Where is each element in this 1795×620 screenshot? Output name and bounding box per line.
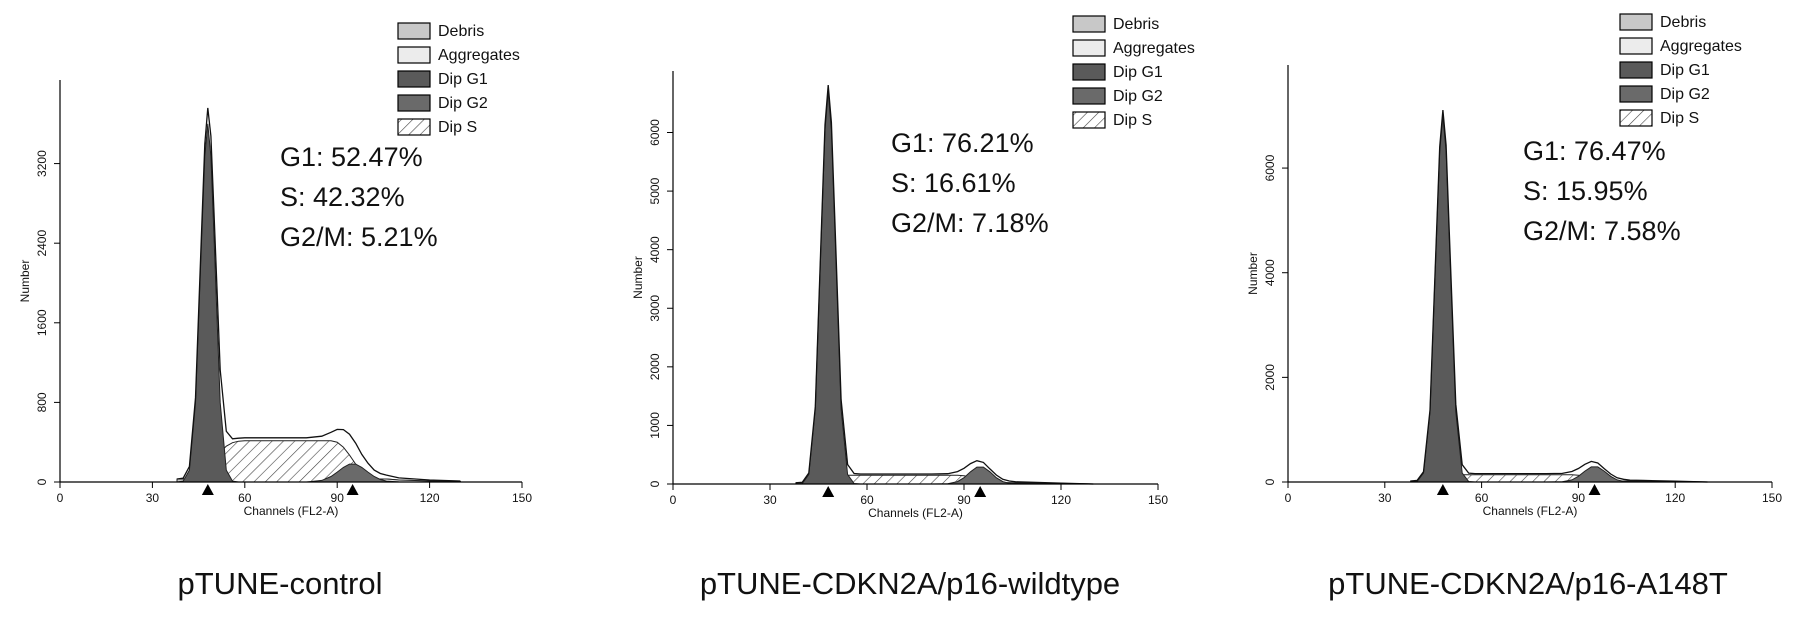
sum-outline xyxy=(795,85,1094,485)
legend-swatch xyxy=(1072,15,1106,33)
peak-marker xyxy=(1588,484,1601,495)
x-tick-label: 90 xyxy=(957,493,971,507)
legend-label: Debris xyxy=(1660,14,1706,31)
legend-swatch xyxy=(397,46,431,64)
legend-swatch xyxy=(397,118,431,136)
y-tick-label: 2000 xyxy=(1263,364,1277,391)
annotation: G2/M: 5.21% xyxy=(280,222,438,252)
legend-label: Dip G2 xyxy=(1113,88,1163,105)
legend-swatch xyxy=(1072,63,1106,81)
annotation: G1: 76.21% xyxy=(891,128,1034,158)
x-tick-label: 150 xyxy=(1762,491,1782,505)
legend-swatch xyxy=(1619,13,1653,31)
annotation: G1: 52.47% xyxy=(280,142,423,172)
y-tick-label: 0 xyxy=(1263,478,1277,485)
y-tick-label: 1000 xyxy=(648,412,662,439)
y-axis-label: Number xyxy=(18,260,32,303)
x-tick-label: 60 xyxy=(1475,491,1489,505)
y-tick-label: 800 xyxy=(35,392,49,412)
peak-marker xyxy=(201,484,214,495)
legend-label: Dip S xyxy=(1660,110,1699,127)
x-tick-label: 150 xyxy=(512,491,532,505)
peak-marker xyxy=(1436,484,1449,495)
x-axis-label: Channels (FL2-A) xyxy=(244,504,339,518)
legend-label: Aggregates xyxy=(1113,40,1195,57)
x-tick-label: 30 xyxy=(763,493,777,507)
panel-title: pTUNE-control xyxy=(178,566,383,601)
x-tick-label: 0 xyxy=(1285,491,1292,505)
x-tick-label: 60 xyxy=(860,493,874,507)
legend-label: Aggregates xyxy=(438,47,520,64)
x-tick-label: 120 xyxy=(1665,491,1685,505)
sum-outline xyxy=(176,107,461,482)
legend-label: Dip G2 xyxy=(438,95,488,112)
annotation: G2/M: 7.18% xyxy=(891,208,1049,238)
x-tick-label: 150 xyxy=(1148,493,1168,507)
x-axis-label: Channels (FL2-A) xyxy=(1483,504,1578,518)
legend-label: Dip S xyxy=(1113,112,1152,129)
peak-marker xyxy=(974,486,987,497)
legend-label: Debris xyxy=(1113,16,1159,33)
x-tick-label: 120 xyxy=(420,491,440,505)
panel-title: pTUNE-CDKN2A/p16-A148T xyxy=(1328,566,1728,601)
x-tick-label: 60 xyxy=(238,491,252,505)
panel: 0 30 60 90 120 150 0 800 1600 2400 3200 Channels (F… xyxy=(18,22,532,601)
x-axis-label: Channels (FL2-A) xyxy=(868,506,963,520)
legend-label: Aggregates xyxy=(1660,38,1742,55)
y-tick-label: 0 xyxy=(35,478,49,485)
annotation: G1: 76.47% xyxy=(1523,136,1666,166)
panel-title: pTUNE-CDKN2A/p16-wildtype xyxy=(700,566,1120,601)
legend-swatch xyxy=(397,70,431,88)
legend-label: Dip G1 xyxy=(1660,62,1710,79)
x-tick-label: 120 xyxy=(1051,493,1071,507)
legend-swatch xyxy=(1072,87,1106,105)
legend-swatch xyxy=(1072,39,1106,57)
legend-swatch xyxy=(1619,61,1653,79)
legend-label: Dip S xyxy=(438,119,477,136)
legend-label: Debris xyxy=(438,23,484,40)
y-tick-label: 2400 xyxy=(35,230,49,257)
annotation: G2/M: 7.58% xyxy=(1523,216,1681,246)
area-dip-g1 xyxy=(176,123,461,483)
annotation: S: 15.95% xyxy=(1523,176,1648,206)
legend-swatch xyxy=(1072,111,1106,129)
x-tick-label: 30 xyxy=(146,491,160,505)
y-tick-label: 5000 xyxy=(648,177,662,204)
x-tick-label: 90 xyxy=(331,491,345,505)
y-tick-label: 1600 xyxy=(35,309,49,336)
x-tick-label: 90 xyxy=(1572,491,1586,505)
y-tick-label: 6000 xyxy=(648,119,662,146)
legend-swatch xyxy=(397,22,431,40)
panel: 0 30 60 90 120 150 0 1000 2000 3000 4000 5000 6000 Ch… xyxy=(631,15,1195,601)
legend-label: Dip G1 xyxy=(438,71,488,88)
y-tick-label: 3000 xyxy=(648,295,662,322)
y-axis-label: Number xyxy=(631,256,645,299)
y-tick-label: 0 xyxy=(648,480,662,487)
y-tick-label: 2000 xyxy=(648,353,662,380)
legend-label: Dip G1 xyxy=(1113,64,1163,81)
legend-label: Dip G2 xyxy=(1660,86,1710,103)
legend-swatch xyxy=(1619,37,1653,55)
sum-outline xyxy=(1410,109,1708,483)
peak-marker xyxy=(822,486,835,497)
x-tick-label: 30 xyxy=(1378,491,1392,505)
y-axis-label: Number xyxy=(1246,252,1260,295)
annotation: S: 16.61% xyxy=(891,168,1016,198)
y-tick-label: 3200 xyxy=(35,150,49,177)
legend-swatch xyxy=(1619,109,1653,127)
x-tick-label: 0 xyxy=(57,491,64,505)
legend-swatch xyxy=(1619,85,1653,103)
y-tick-label: 4000 xyxy=(1263,259,1277,286)
y-tick-label: 6000 xyxy=(1263,154,1277,181)
annotation: S: 42.32% xyxy=(280,182,405,212)
x-tick-label: 0 xyxy=(670,493,677,507)
peak-marker xyxy=(346,484,359,495)
legend-swatch xyxy=(397,94,431,112)
y-tick-label: 4000 xyxy=(648,236,662,263)
panel: 0 30 60 90 120 150 0 2000 4000 6000 Channels (FL2-… xyxy=(1246,13,1782,601)
area-dip-g1 xyxy=(1410,115,1708,483)
